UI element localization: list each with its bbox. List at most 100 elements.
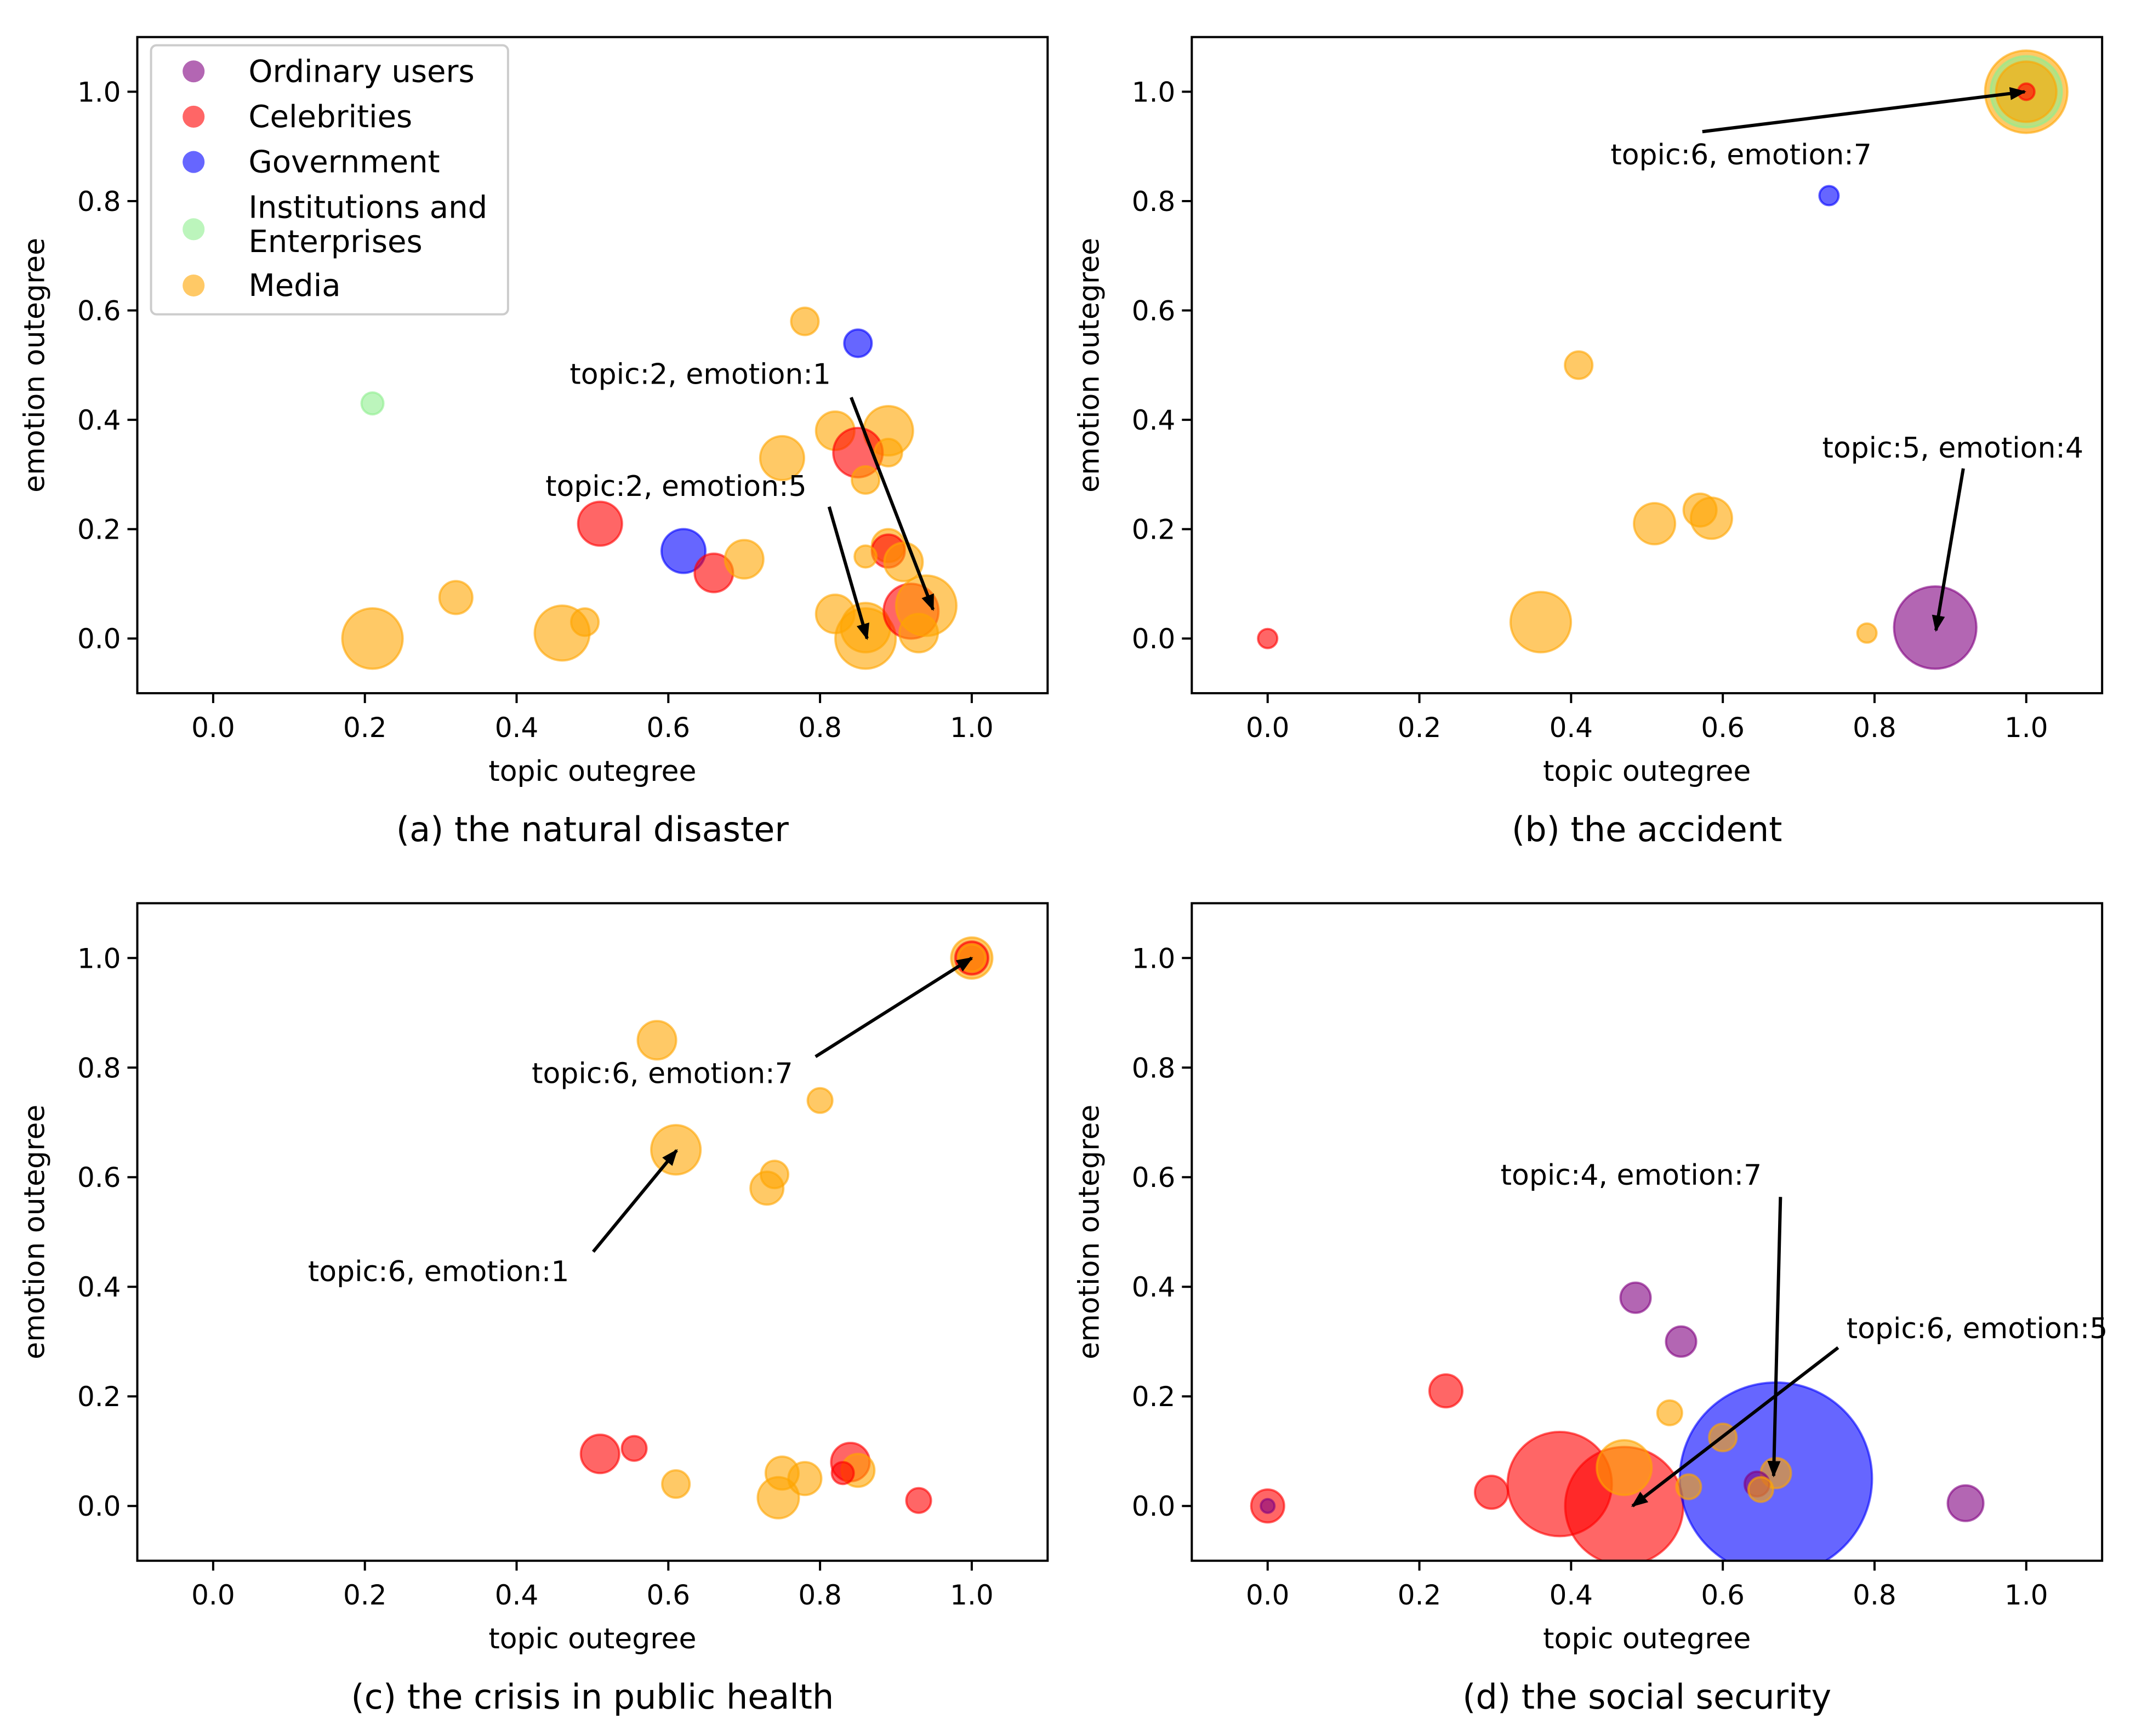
panel-title: (c) the crisis in public health [351,1677,834,1717]
data-point-media [341,607,404,670]
x-tick-label: 1.0 [2004,1579,2048,1611]
data-point-media [759,435,805,482]
panel-title: (a) the natural disaster [396,809,789,849]
x-tick-label: 0.4 [1550,712,1593,744]
data-point-government [660,528,707,574]
annotation-label: topic:6, emotion:1 [308,1255,569,1288]
panel-c: topic:6, emotion:7 topic:6, emotion:1 0.0 0… [19,902,1049,1717]
data-point-ordinary [1619,1281,1652,1314]
x-tick-label: 0.8 [1853,712,1896,744]
annotation-arrow [1932,468,1965,632]
x-tick-label: 0.6 [647,712,691,744]
data-point-celebrity [1257,627,1279,649]
x-tick-label: 0.2 [1398,712,1442,744]
y-tick-label: 0.4 [77,1271,121,1303]
data-point-celebrity [830,1461,855,1486]
axes-frame [1191,36,2104,695]
data-point-media [1656,1399,1683,1426]
y-axis-label: emotion outegree [19,1105,52,1360]
y-tick-label: 0.6 [77,295,121,327]
annotation-arrow [1702,87,2026,134]
y-tick-label: 0.6 [1132,1162,1176,1194]
data-point-media [898,613,939,654]
panel-d: topic:4, emotion:7 topic:6, emotion:5 0.0 0… [1073,902,2108,1717]
data-point-media [1509,591,1573,654]
axes-frame [136,902,1049,1562]
x-tick-label: 0.6 [647,1579,691,1611]
y-tick-label: 1.0 [1132,76,1176,108]
x-axis-label: topic outegree [488,1623,696,1655]
annotation-arrow [1631,1346,1839,1507]
axes-frame [1191,902,2104,1562]
data-point-media [570,607,600,637]
points-layer [341,306,958,670]
y-tick-label: 0.6 [1132,295,1176,327]
x-tick-label: 0.8 [798,712,842,744]
legend-label: Ordinary users [248,54,474,89]
x-tick-label: 0.0 [1246,712,1290,744]
annotation-arrow [591,1149,678,1253]
y-tick-label: 0.0 [1132,1491,1176,1522]
x-tick-label: 0.4 [495,712,539,744]
y-tick-label: 0.4 [1132,404,1176,436]
y-tick-label: 0.2 [1132,1381,1176,1413]
data-point-media [1856,622,1878,644]
data-point-media [1596,1439,1653,1497]
data-point-media [1633,502,1677,546]
panel-b: topic:6, emotion:7 topic:5, emotion:4 0.0 0… [1073,36,2104,849]
legend-label: Media [248,268,340,304]
x-axis-label: topic outegree [1543,1623,1751,1655]
annotation-arrow [850,397,935,612]
data-point-media [851,465,881,495]
data-point-institution [360,391,385,416]
y-tick-label: 0.8 [1132,1052,1176,1084]
data-point-celebrity [577,500,623,547]
data-point-media [1564,350,1594,380]
data-point-celebrity [1473,1475,1510,1510]
data-point-celebrity [579,1434,620,1475]
y-tick-label: 0.4 [1132,1271,1176,1303]
data-point-ordinary [1665,1325,1698,1358]
legend-marker-ordinary [183,60,205,83]
y-tick-label: 0.0 [1132,623,1176,655]
data-point-celebrity [905,1487,932,1514]
x-tick-label: 0.8 [1853,1579,1896,1611]
x-tick-label: 0.6 [1701,1579,1745,1611]
x-axis-label: topic outegree [1543,755,1751,788]
panel-a: topic:2, emotion:1 topic:2, emotion:5 0.0 0… [19,36,1049,849]
annotation-arrow [815,956,973,1058]
y-tick-label: 0.2 [77,1381,121,1413]
y-tick-label: 0.8 [1132,186,1176,218]
y-tick-label: 0.4 [77,404,121,436]
annotation-label: topic:4, emotion:7 [1501,1159,1762,1192]
data-point-government [1818,185,1840,207]
legend-label: Enterprises [248,224,422,260]
annotation-arrow [827,506,869,641]
x-tick-label: 0.2 [1398,1579,1442,1611]
data-point-media [749,1170,785,1206]
y-tick-label: 0.0 [77,1491,121,1522]
annotation-label: topic:6, emotion:7 [532,1057,793,1090]
x-tick-label: 1.0 [950,1579,994,1611]
data-point-media [883,541,924,583]
legend-box [150,44,509,316]
x-tick-label: 0.0 [191,1579,235,1611]
x-tick-label: 0.0 [1246,1579,1290,1611]
legend-marker-institution [183,218,205,241]
legend-label: Government [248,145,440,180]
legend-label: Institutions and [248,190,487,225]
data-point-media [1689,496,1733,540]
y-tick-label: 0.8 [77,186,121,218]
x-tick-label: 0.2 [343,1579,387,1611]
panel-title: (b) the accident [1512,809,1782,849]
data-point-ordinary [1260,1498,1276,1514]
data-point-media [756,1476,800,1520]
y-tick-label: 1.0 [77,76,121,108]
data-point-media [1747,1476,1774,1503]
data-point-media [873,437,903,468]
x-axis-label: topic outegree [488,755,696,788]
legend-label: Celebrities [248,99,412,135]
data-point-media [1675,1473,1702,1500]
annotation-label: topic:6, emotion:5 [1847,1312,2108,1345]
